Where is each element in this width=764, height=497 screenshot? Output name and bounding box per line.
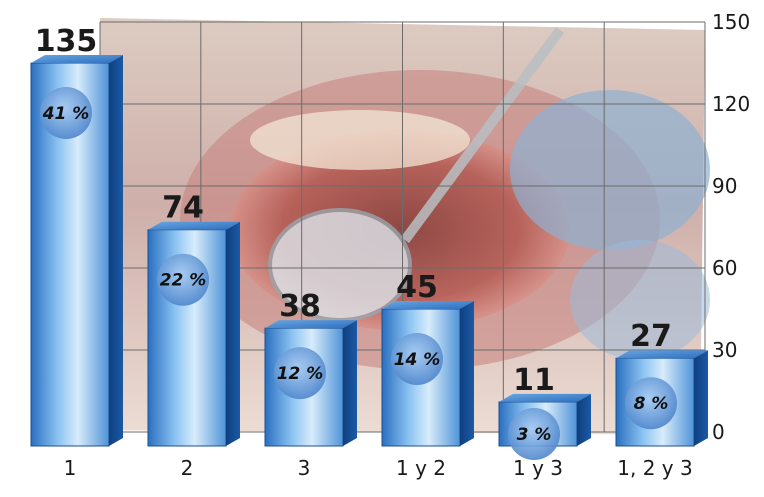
bar-top [31,55,123,63]
y-tick-label: 60 [712,256,737,280]
x-tick-label: 2 [181,456,194,480]
value-label: 135 [35,24,98,59]
bar-side [694,350,708,446]
value-label: 27 [630,319,672,354]
percent-label: 12 % [277,364,324,384]
bar-top [382,301,474,309]
x-tick-label: 1 y 2 [396,456,446,480]
value-label: 74 [162,191,204,226]
y-tick-label: 30 [712,338,737,362]
data-labels: 135 41 % 74 22 % 38 12 % 45 14 % 11 3 % 27 8 % [35,24,677,460]
percent-label: 22 % [160,271,207,291]
percent-label: 14 % [394,350,441,370]
y-tick-label: 120 [712,92,750,116]
x-tick-label: 1 [64,456,77,480]
x-tick-label: 1, 2 y 3 [617,456,692,480]
x-tick-label: 1 y 3 [513,456,563,480]
percent-badge: 12 % [274,347,326,400]
bar-side [343,320,357,446]
y-axis-ticks: 0 30 60 90 120 150 [712,10,750,444]
value-label: 11 [513,363,555,398]
percent-badge-circle [157,253,209,306]
percent-badge: 41 % [40,87,92,139]
bar-front [147,229,227,447]
percent-label: 41 % [42,104,90,124]
x-tick-label: 3 [298,456,311,480]
bar-top [499,393,591,402]
bar-side [109,55,123,446]
value-label: 45 [396,270,438,305]
y-tick-label: 90 [712,174,737,198]
percent-badge-circle [40,87,92,139]
percent-badge-circle [625,377,677,430]
y-tick-label: 150 [712,10,750,34]
percent-badge: 8 % [625,377,677,430]
percent-badge-circle [274,347,326,400]
bar-top [265,320,357,329]
value-label: 38 [279,289,321,324]
bar-side [577,393,591,446]
x-axis-ticks: 1 2 3 1 y 2 1 y 3 1, 2 y 3 [64,456,693,480]
percent-label: 3 % [517,425,552,445]
percent-badge: 3 % [508,408,560,460]
percent-badge-circle [391,333,443,385]
bar [147,221,240,447]
background-photo [100,18,710,435]
percent-badge-circle [508,408,560,460]
bar-side [226,221,240,446]
percent-badge: 22 % [157,253,209,306]
percent-label: 8 % [634,394,669,414]
y-tick-label: 0 [712,420,725,444]
bar-top [148,221,240,230]
percent-badge: 14 % [391,333,443,385]
bar-top [616,350,708,359]
bar-side [460,301,474,446]
